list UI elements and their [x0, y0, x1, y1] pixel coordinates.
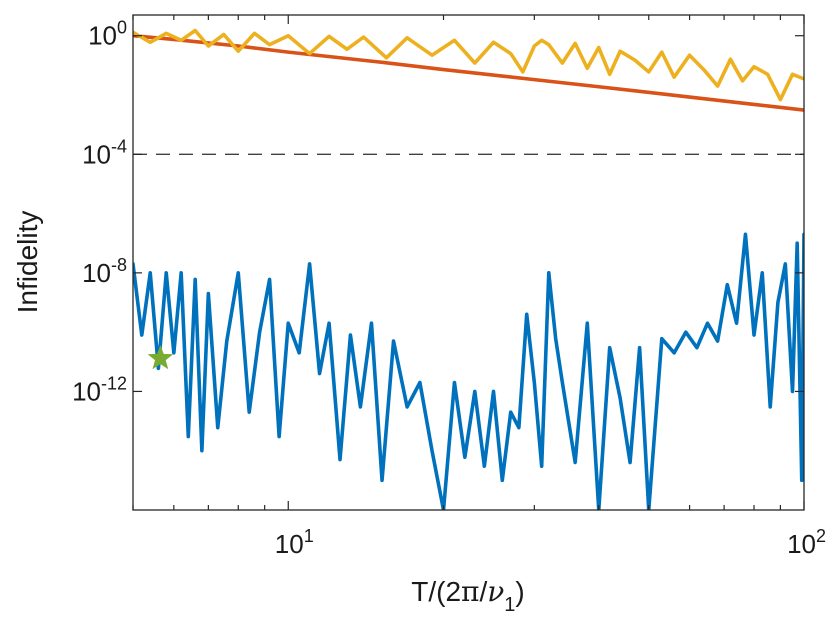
x-axis-label: T/(2π/ν1): [411, 575, 524, 616]
y-tick-label: 100: [88, 18, 127, 51]
series-yellow-infidelity: [133, 28, 804, 102]
y-tick-label: 10-12: [72, 373, 127, 406]
series-blue-infidelity: [133, 232, 804, 510]
series-orange-bound: [133, 33, 804, 112]
x-tick-label: 102: [787, 526, 826, 559]
optimal-point-star-marker: [147, 344, 174, 370]
y-axis-label: Infidelity: [12, 211, 43, 314]
x-tick-label: 101: [275, 526, 314, 559]
plot-frame: [132, 14, 805, 511]
y-tick-label: 10-8: [82, 255, 127, 288]
y-tick-label: 10-4: [82, 136, 127, 169]
